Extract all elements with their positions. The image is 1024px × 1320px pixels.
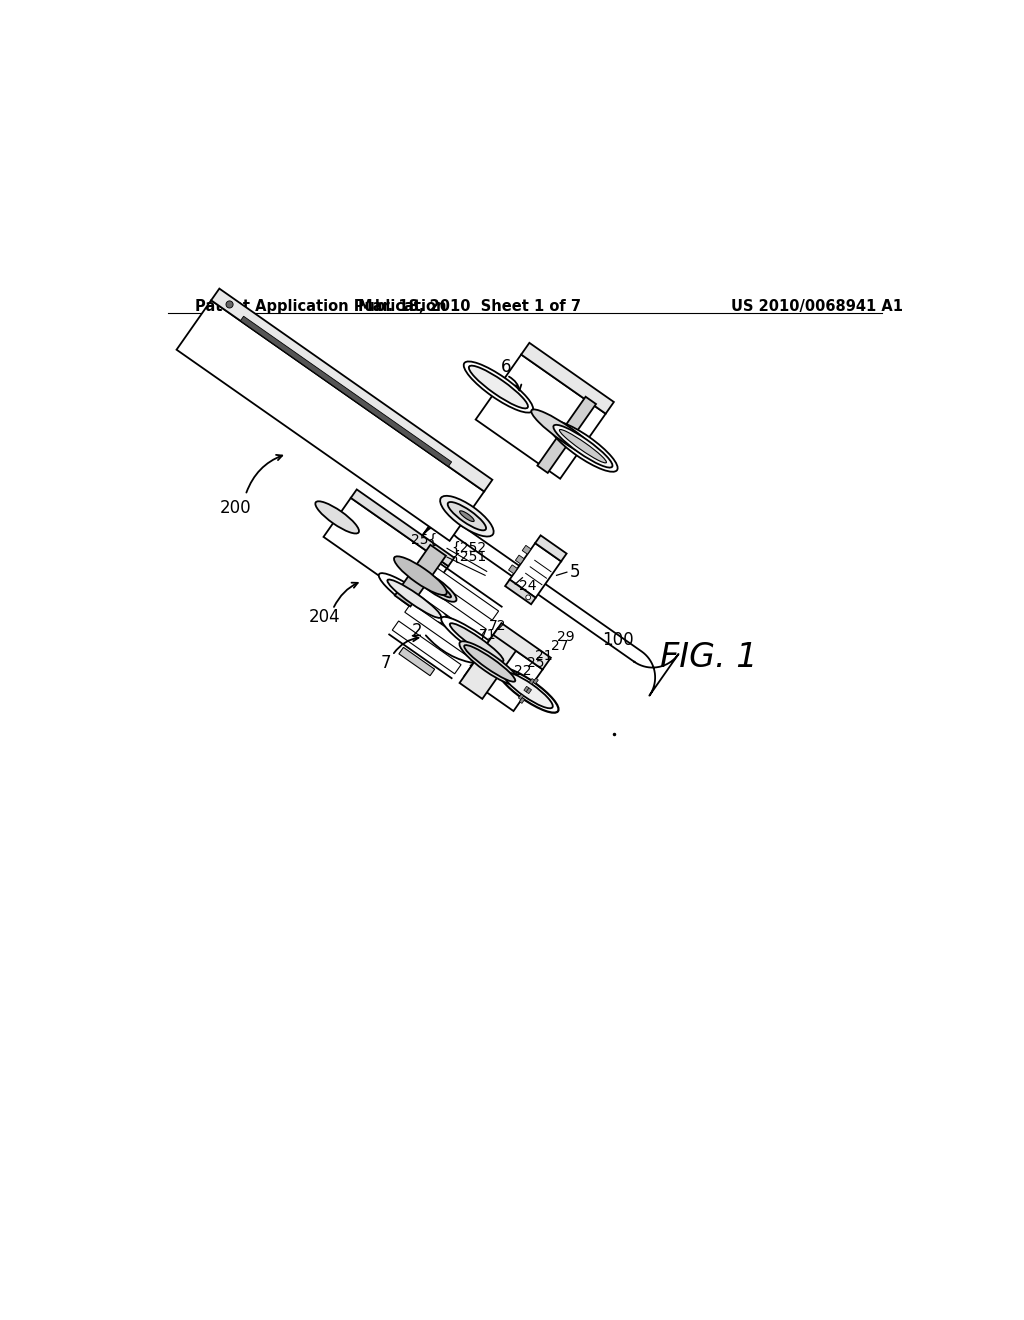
Text: 71: 71	[479, 628, 497, 642]
Ellipse shape	[469, 366, 528, 408]
Text: US 2010/0068941 A1: US 2010/0068941 A1	[731, 300, 903, 314]
Ellipse shape	[553, 425, 612, 467]
Ellipse shape	[559, 429, 606, 463]
Polygon shape	[538, 397, 596, 473]
Polygon shape	[176, 300, 484, 541]
Ellipse shape	[504, 672, 553, 709]
Text: 204: 204	[309, 609, 341, 627]
Text: {252: {252	[451, 541, 486, 556]
Ellipse shape	[460, 642, 520, 685]
Polygon shape	[399, 647, 434, 676]
Ellipse shape	[531, 409, 602, 461]
Ellipse shape	[450, 623, 504, 661]
Polygon shape	[324, 498, 449, 605]
Polygon shape	[526, 688, 531, 693]
Polygon shape	[460, 628, 520, 698]
Polygon shape	[476, 355, 605, 479]
Polygon shape	[522, 545, 531, 554]
Text: 6: 6	[501, 359, 512, 376]
Text: Patent Application Publication: Patent Application Publication	[196, 300, 446, 314]
Ellipse shape	[460, 511, 474, 521]
Polygon shape	[418, 585, 486, 638]
Polygon shape	[519, 698, 524, 704]
Polygon shape	[464, 635, 543, 711]
Polygon shape	[494, 623, 551, 669]
Polygon shape	[241, 317, 452, 466]
Text: 25: 25	[527, 656, 545, 669]
Ellipse shape	[413, 569, 457, 602]
Polygon shape	[518, 694, 523, 700]
Ellipse shape	[447, 502, 486, 531]
Text: 22: 22	[514, 664, 532, 677]
Ellipse shape	[498, 668, 558, 713]
Ellipse shape	[464, 645, 515, 681]
Text: FIG. 1: FIG. 1	[659, 640, 757, 673]
Text: 29: 29	[557, 630, 574, 644]
Polygon shape	[505, 579, 536, 605]
Ellipse shape	[226, 301, 233, 308]
Polygon shape	[529, 678, 535, 684]
Text: 21: 21	[536, 649, 553, 663]
Polygon shape	[392, 620, 461, 673]
Polygon shape	[510, 543, 561, 598]
Polygon shape	[351, 490, 455, 566]
Text: 27: 27	[551, 639, 568, 653]
Text: 25{: 25{	[411, 533, 437, 546]
Text: 72: 72	[489, 619, 507, 634]
Ellipse shape	[387, 579, 441, 618]
Polygon shape	[509, 565, 517, 574]
Ellipse shape	[379, 573, 450, 624]
Ellipse shape	[440, 496, 494, 536]
Text: Mar. 18, 2010  Sheet 1 of 7: Mar. 18, 2010 Sheet 1 of 7	[357, 300, 581, 314]
Ellipse shape	[418, 574, 451, 598]
Polygon shape	[211, 289, 493, 491]
Text: 100: 100	[602, 631, 634, 648]
Text: 7: 7	[380, 653, 391, 672]
Text: 2: 2	[412, 622, 423, 640]
Polygon shape	[534, 678, 539, 684]
Ellipse shape	[464, 362, 534, 413]
Polygon shape	[524, 686, 529, 692]
Polygon shape	[404, 603, 473, 656]
Ellipse shape	[394, 556, 446, 595]
Ellipse shape	[441, 616, 512, 668]
Text: 24: 24	[519, 579, 537, 594]
Polygon shape	[430, 568, 499, 620]
Polygon shape	[521, 343, 613, 413]
Text: {251: {251	[451, 550, 486, 564]
Ellipse shape	[315, 502, 359, 533]
Text: 200: 200	[219, 499, 251, 517]
Ellipse shape	[548, 421, 617, 471]
Ellipse shape	[525, 595, 530, 599]
Polygon shape	[536, 536, 566, 561]
Text: 5: 5	[570, 564, 581, 581]
Polygon shape	[395, 545, 445, 606]
Polygon shape	[515, 556, 524, 564]
